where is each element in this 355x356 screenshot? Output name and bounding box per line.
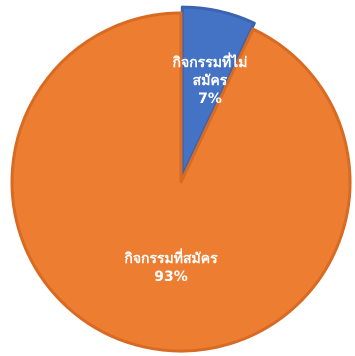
pie-slice-1 [180, 5, 256, 178]
data-label-2: กิจกรรมที่สมัคร 93% [124, 248, 218, 285]
data-label-1: กิจกรรมที่ไม่สมัคร 7% [172, 52, 247, 107]
pie-slice-2 [10, 11, 352, 353]
pie-data-labels: กิจกรรมที่ไม่สมัคร 7% กิจกรรมที่สมัคร 93% [124, 52, 248, 285]
data-label-value: 7% [198, 91, 222, 107]
data-label-category: สมัคร [193, 73, 228, 89]
data-label-value: 93% [154, 269, 188, 285]
data-label-category: กิจกรรมที่ไม่ [172, 52, 247, 71]
pie-slices [10, 5, 352, 353]
data-label-category: กิจกรรมที่สมัคร [124, 248, 218, 267]
